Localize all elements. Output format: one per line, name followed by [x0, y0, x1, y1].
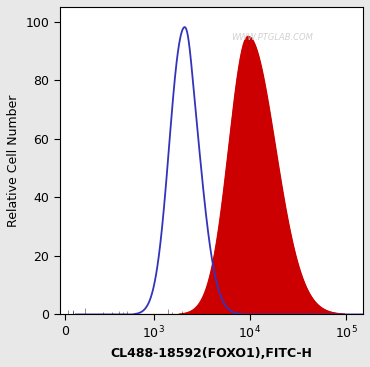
X-axis label: CL488-18592(FOXO1),FITC-H: CL488-18592(FOXO1),FITC-H	[111, 347, 312, 360]
Y-axis label: Relative Cell Number: Relative Cell Number	[7, 95, 20, 227]
Text: WWW.PTGLAB.COM: WWW.PTGLAB.COM	[231, 33, 313, 42]
